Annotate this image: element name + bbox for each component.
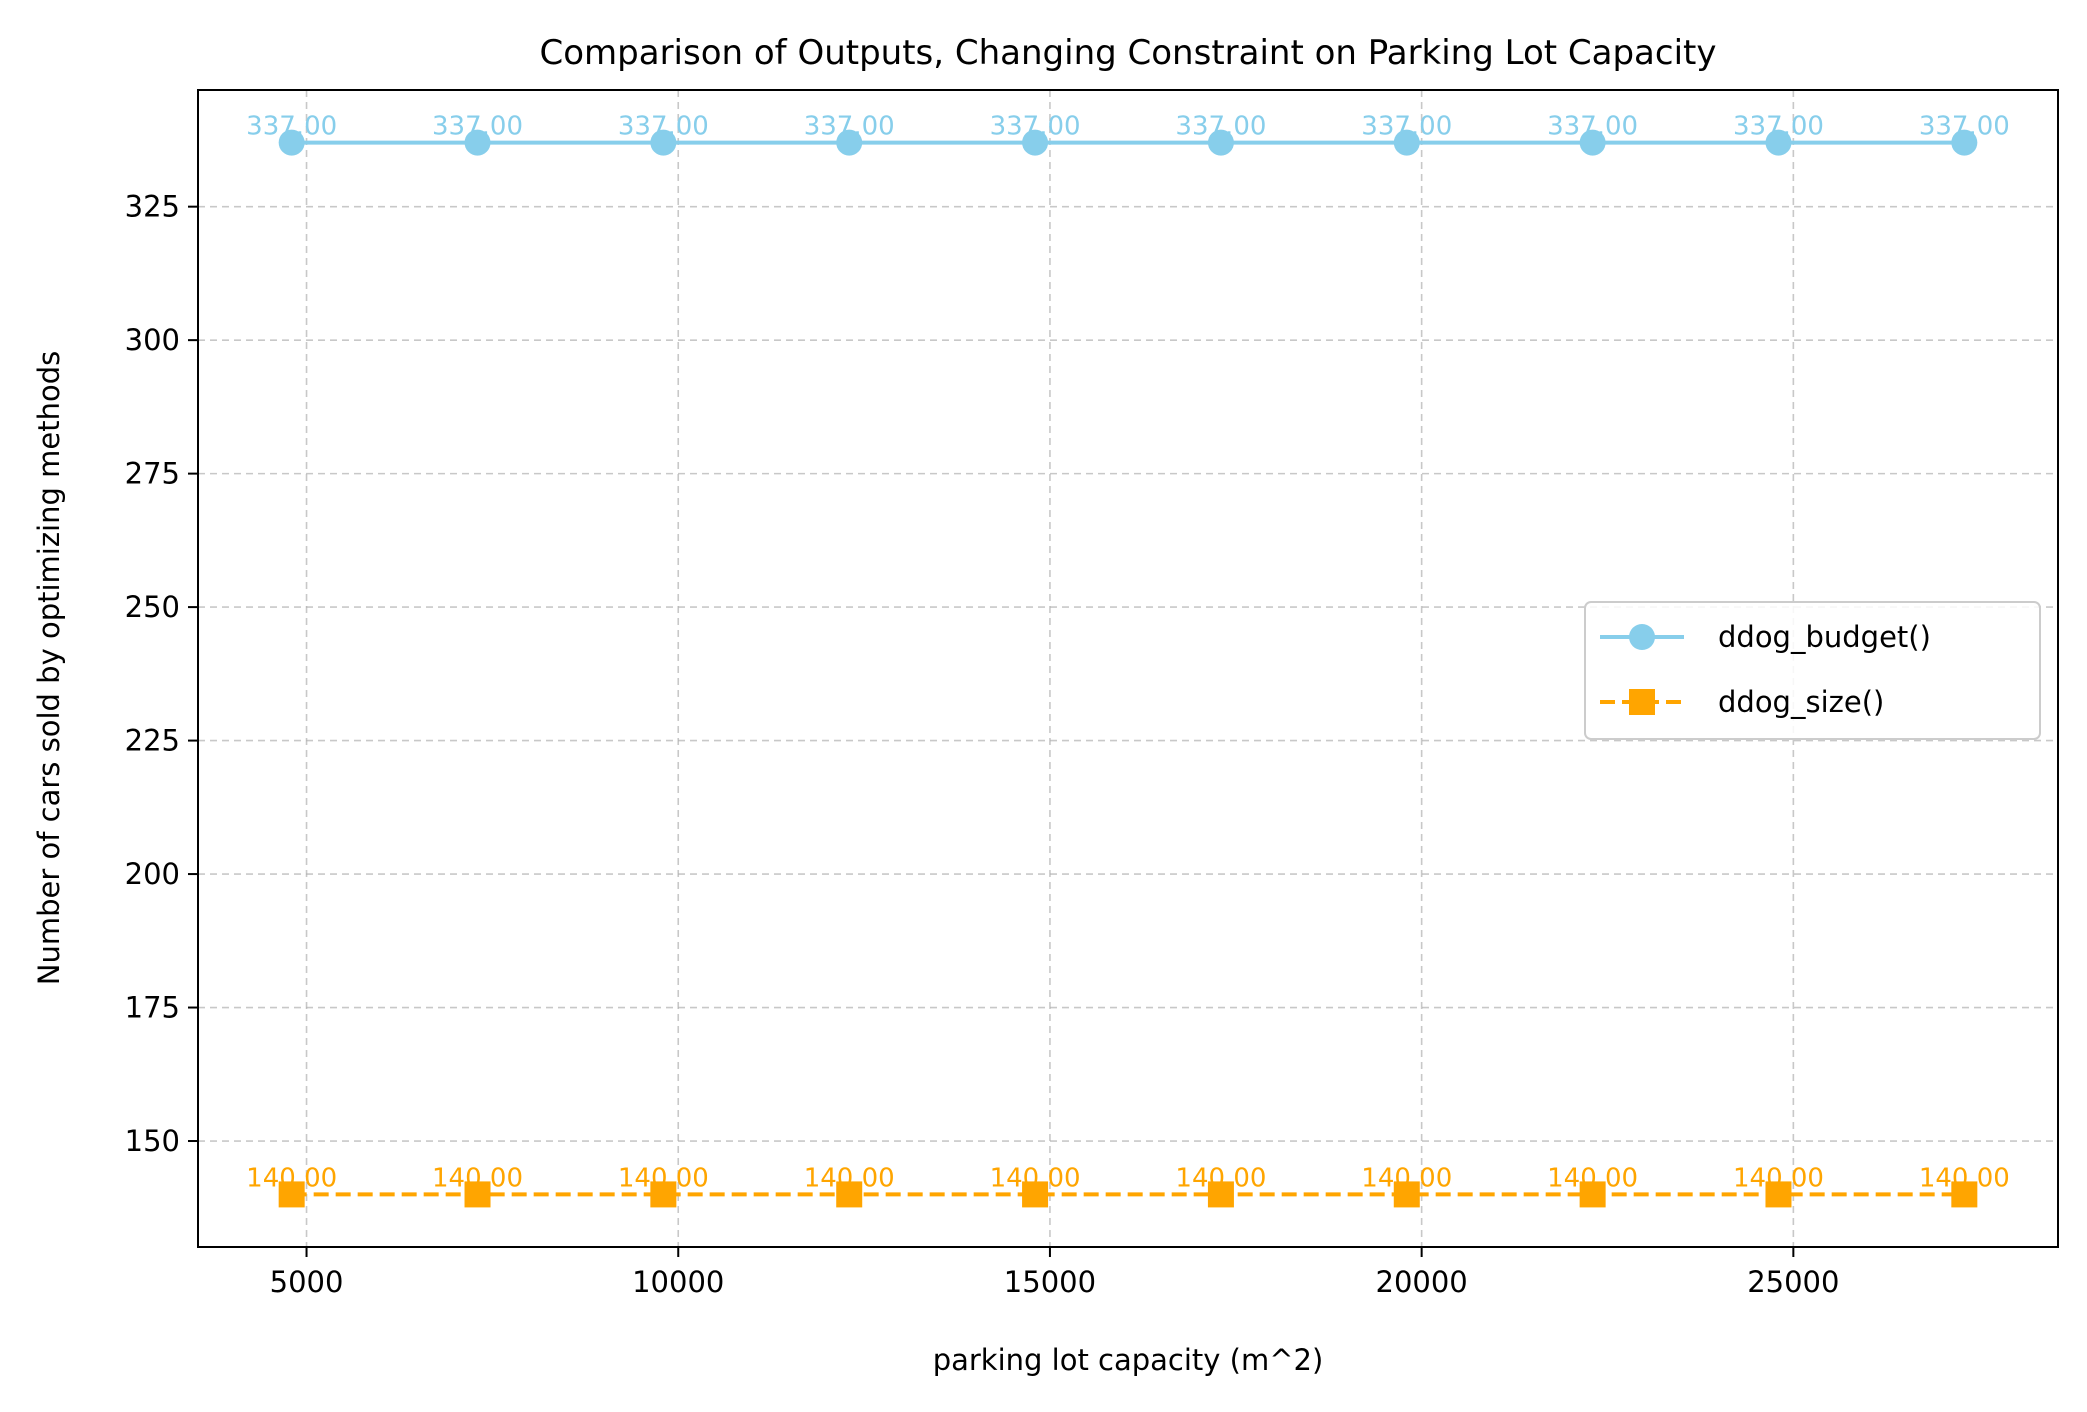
legend-label: ddog_size() [1718,685,1884,719]
y-tick-label: 325 [125,190,180,224]
legend-label: ddog_budget() [1718,620,1931,654]
data-label: 337.00 [618,112,709,142]
data-label: 140.00 [1361,1163,1452,1193]
data-label: 337.00 [1733,112,1824,142]
data-point [1207,129,1234,156]
y-tick-label: 275 [125,457,180,491]
data-point [836,129,863,156]
x-tick-label: 15000 [1004,1265,1096,1299]
data-label: 140.00 [1733,1163,1824,1193]
y-tick-label: 225 [125,724,180,758]
data-label: 337.00 [990,112,1081,142]
data-label: 337.00 [246,112,337,142]
data-label: 337.00 [804,112,895,142]
data-point [278,1181,305,1208]
y-tick-label: 150 [125,1124,180,1158]
data-label: 337.00 [432,112,523,142]
data-label: 337.00 [1919,112,2010,142]
axis-ticks: 5000 10000 15000 20000 25000 150 175 200 225 250 2… [125,190,1840,1299]
x-tick-label: 20000 [1376,1265,1468,1299]
data-label: 140.00 [246,1163,337,1193]
data-point [1765,129,1792,156]
data-label: 140.00 [1919,1163,2010,1193]
y-tick-label: 300 [125,323,180,357]
legend-box [1584,601,2041,740]
data-point [1022,129,1049,156]
chart-title: Comparison of Outputs, Changing Constrai… [539,33,1716,73]
y-tick-label: 200 [125,857,180,891]
data-point [836,1181,863,1208]
data-point [1579,1181,1606,1208]
legend: ddog_budget() ddog_size() [1584,601,2041,740]
data-point [464,129,491,156]
x-tick-label: 25000 [1747,1265,1839,1299]
data-label: 337.00 [1361,112,1452,142]
x-tick-label: 10000 [632,1265,724,1299]
data-point [278,129,305,156]
y-tick-label: 250 [125,590,180,624]
data-point [464,1181,491,1208]
data-label: 140.00 [804,1163,895,1193]
data-label: 337.00 [1547,112,1638,142]
data-label: 140.00 [432,1163,523,1193]
data-point [650,129,677,156]
data-point [1951,1181,1978,1208]
data-label: 140.00 [1547,1163,1638,1193]
plot-frame [197,89,2059,1248]
data-label: 140.00 [1175,1163,1266,1193]
x-tick-label: 5000 [270,1265,344,1299]
data-point [1765,1181,1792,1208]
data-point [1951,129,1978,156]
data-labels-layer: 337.00 337.00 337.00 337.00 337.00 337.00 337.… [246,112,2010,1194]
data-point [1022,1181,1049,1208]
y-axis-label: Number of cars sold by optimizing method… [32,351,66,985]
data-label: 140.00 [990,1163,1081,1193]
x-axis-label: parking lot capacity (m^2) [933,1343,1324,1377]
data-point [1393,1181,1420,1208]
legend-marker [1629,624,1655,650]
data-label: 140.00 [618,1163,709,1193]
data-point [1393,129,1420,156]
data-point [650,1181,677,1208]
y-tick-label: 175 [125,991,180,1025]
series-layer [278,129,1978,1208]
legend-marker [1629,689,1655,715]
data-point [1207,1181,1234,1208]
data-point [1579,129,1606,156]
data-label: 337.00 [1175,112,1266,142]
legend-entries: ddog_budget() ddog_size() [1600,620,1931,719]
